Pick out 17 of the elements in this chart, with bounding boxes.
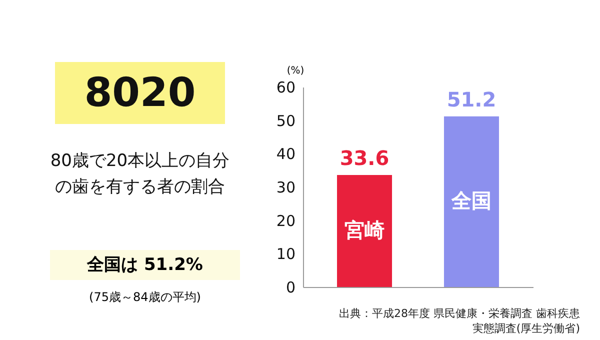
y-tick-label: 50 [276, 112, 296, 130]
chart-title: 8020 [55, 62, 225, 124]
x-tick-label: 全国 [450, 188, 492, 213]
text: 全国は 51.2% [50, 250, 240, 280]
y-axis-title: (%) [286, 66, 304, 76]
y-tick-label: 10 [276, 245, 296, 264]
y-tick-label: 20 [276, 212, 296, 230]
y-tick-label: 40 [276, 145, 296, 164]
data-label: 33.6 [340, 146, 390, 170]
y-tick-label: 30 [276, 178, 296, 196]
text: (75歳～84歳の平均) [88, 289, 202, 306]
source-note: 出典：平成28年度 県民健康・栄養調査 歯科疾患実態調査(厚生労働省) [338, 306, 580, 336]
y-tick-label: 60 [276, 78, 296, 96]
x-tick-label: 宮崎 [344, 218, 385, 242]
text: 80歳で20本以上の自分の歯を有する者の割合 [50, 150, 230, 199]
y-tick-label: 0 [286, 278, 296, 296]
data-label: 51.2 [446, 87, 496, 112]
